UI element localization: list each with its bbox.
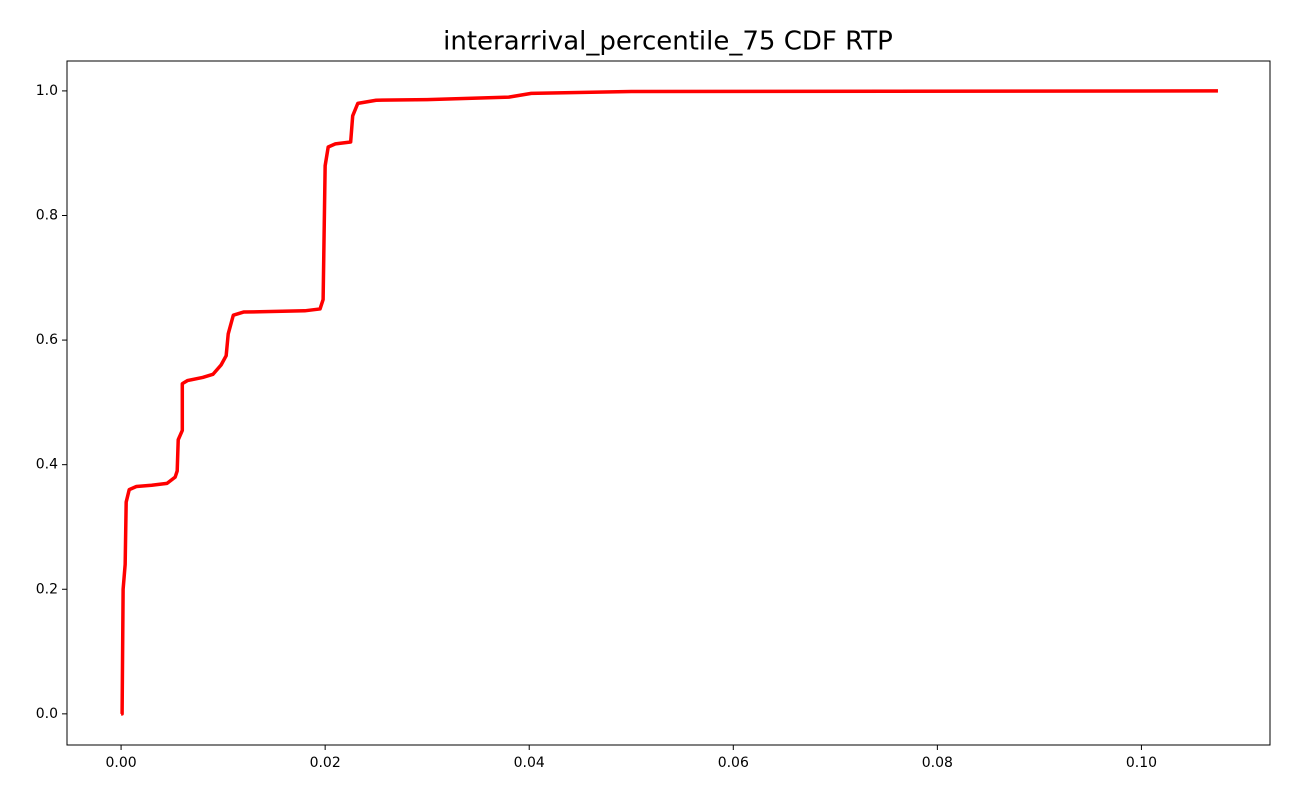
x-tick-label: 0.08 xyxy=(922,755,953,771)
x-tick-label: 0.06 xyxy=(718,755,749,771)
y-tick-label: 1.0 xyxy=(36,83,58,99)
plot-frame xyxy=(66,60,1271,746)
x-tick-label: 0.00 xyxy=(105,755,136,771)
x-tick-label: 0.02 xyxy=(310,755,341,771)
x-tick-label: 0.04 xyxy=(514,755,545,771)
y-tick-label: 0.0 xyxy=(36,706,58,722)
y-tick-label: 0.4 xyxy=(36,457,58,473)
x-tick-label: 0.10 xyxy=(1126,755,1157,771)
y-tick-label: 0.2 xyxy=(36,581,58,597)
y-tick-label: 0.8 xyxy=(36,207,58,223)
line xyxy=(120,89,1218,716)
y-tick-label: 0.6 xyxy=(36,332,58,348)
chart-title: interarrival_percentile_75 CDF RTP xyxy=(443,27,893,57)
